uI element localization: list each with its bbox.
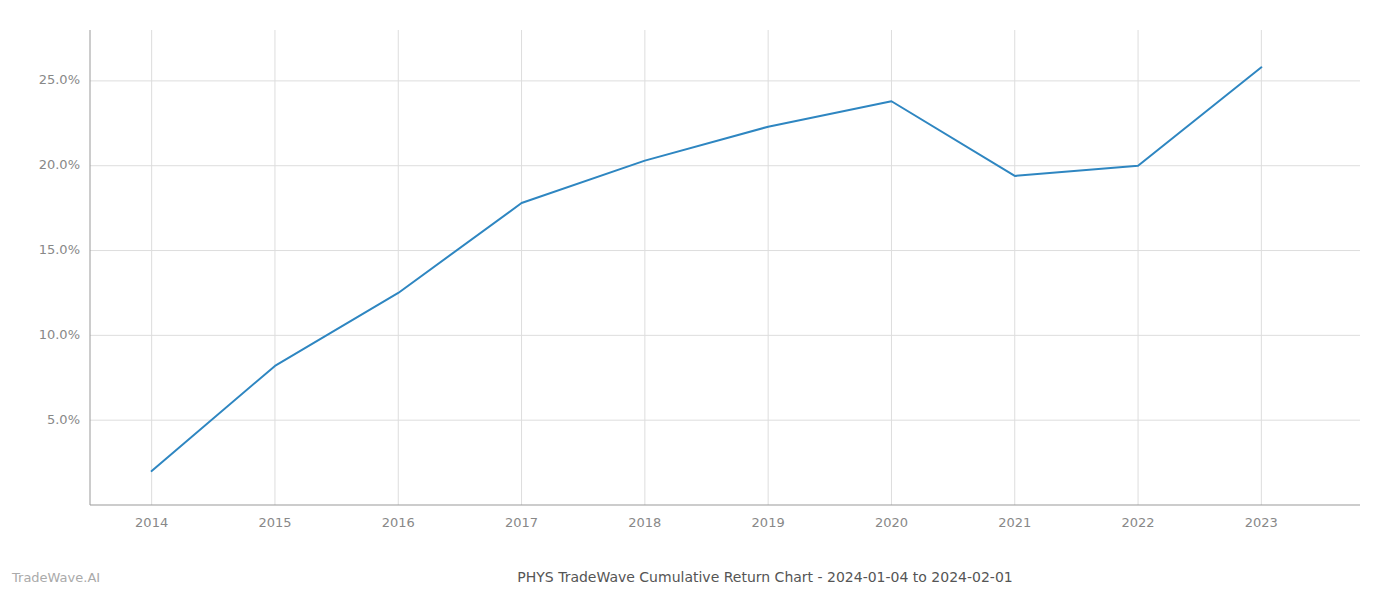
x-grid-line xyxy=(151,30,152,505)
x-tick-label: 2016 xyxy=(382,515,415,530)
x-tick-label: 2015 xyxy=(258,515,291,530)
y-grid-line xyxy=(90,165,1360,166)
plot-area xyxy=(152,67,1262,471)
x-grid-line xyxy=(521,30,522,505)
y-tick-label: 10.0% xyxy=(39,327,80,342)
x-grid-line xyxy=(644,30,645,505)
y-tick-label: 20.0% xyxy=(39,157,80,172)
x-tick-label: 2017 xyxy=(505,515,538,530)
x-tick-label: 2019 xyxy=(752,515,785,530)
y-grid-line xyxy=(90,80,1360,81)
chart-title: PHYS TradeWave Cumulative Return Chart -… xyxy=(517,569,1012,585)
chart-container: 5.0% 10.0% 15.0% 20.0% 25.0% 2014 2015 2016 2017… xyxy=(0,0,1400,600)
y-axis-line xyxy=(90,30,91,505)
y-grid-line xyxy=(90,250,1360,251)
y-tick-label: 5.0% xyxy=(47,412,80,427)
x-axis-line xyxy=(90,505,1360,506)
x-grid-line xyxy=(398,30,399,505)
x-tick-label: 2023 xyxy=(1245,515,1278,530)
y-tick-label: 15.0% xyxy=(39,242,80,257)
x-tick-label: 2020 xyxy=(875,515,908,530)
y-tick-label: 25.0% xyxy=(39,72,80,87)
grid xyxy=(90,30,1360,505)
y-grid-line xyxy=(90,335,1360,336)
x-grid-line xyxy=(1261,30,1262,505)
axes: 5.0% 10.0% 15.0% 20.0% 25.0% 2014 2015 2016 2017… xyxy=(39,30,1360,530)
x-grid-line xyxy=(768,30,769,505)
x-grid-line xyxy=(1014,30,1015,505)
x-tick-label: 2022 xyxy=(1122,515,1155,530)
x-tick-label: 2014 xyxy=(135,515,168,530)
x-tick-label: 2021 xyxy=(998,515,1031,530)
x-tick-label: 2018 xyxy=(628,515,661,530)
y-grid-line xyxy=(90,420,1360,421)
chart: 5.0% 10.0% 15.0% 20.0% 25.0% 2014 2015 2016 2017… xyxy=(0,0,1400,600)
x-grid-line xyxy=(274,30,275,505)
watermark: TradeWave.AI xyxy=(11,570,100,585)
x-grid-line xyxy=(1138,30,1139,505)
data-line xyxy=(152,67,1262,471)
